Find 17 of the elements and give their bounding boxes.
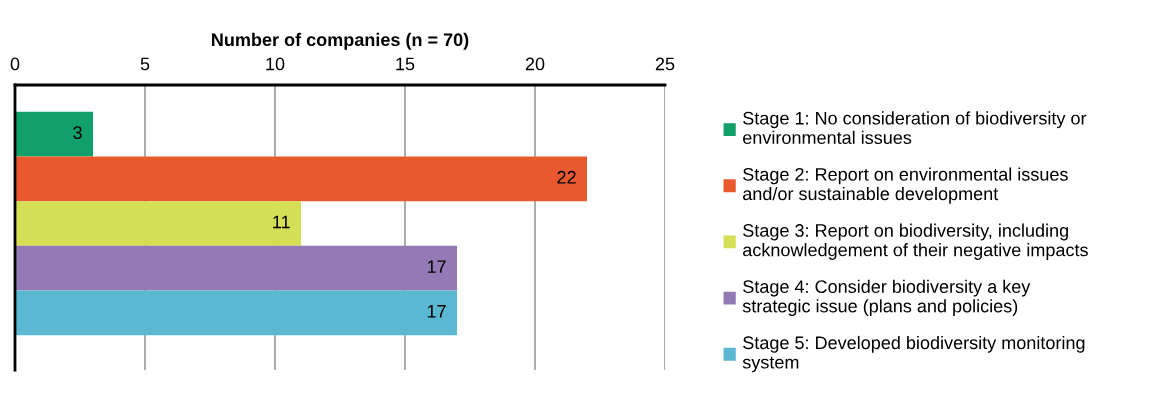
x-tick-label: 0 bbox=[10, 57, 20, 71]
legend-label: Stage 5: Developed biodiversity monitoring system bbox=[742, 335, 1085, 373]
x-axis-title: Number of companies (n = 70) bbox=[212, 32, 469, 50]
x-tick-label: 5 bbox=[140, 57, 150, 71]
x-tick-label: 15 bbox=[396, 57, 415, 71]
legend-label: Stage 3: Report on biodiversity, including acknowledgement of their negative impacts bbox=[743, 223, 1088, 260]
data-label: 17 bbox=[427, 260, 446, 273]
legend-label: Stage 2: Report on environmental issues and/or sustainable development bbox=[743, 167, 1068, 204]
data-label: 22 bbox=[557, 170, 576, 184]
x-tick-label: 10 bbox=[266, 57, 285, 71]
legend-label: Stage 1: No consideration of biodiversity or environmental issues bbox=[743, 111, 1087, 145]
x-tick-label: 20 bbox=[525, 57, 545, 71]
data-label: 11 bbox=[273, 215, 290, 229]
x-tick-label: 25 bbox=[655, 57, 675, 71]
legend-label: Stage 4: Consider biodiversity a key strategic issue (plans and policies) bbox=[742, 279, 1031, 317]
data-label: 17 bbox=[427, 305, 446, 318]
data-label: 3 bbox=[73, 126, 82, 139]
